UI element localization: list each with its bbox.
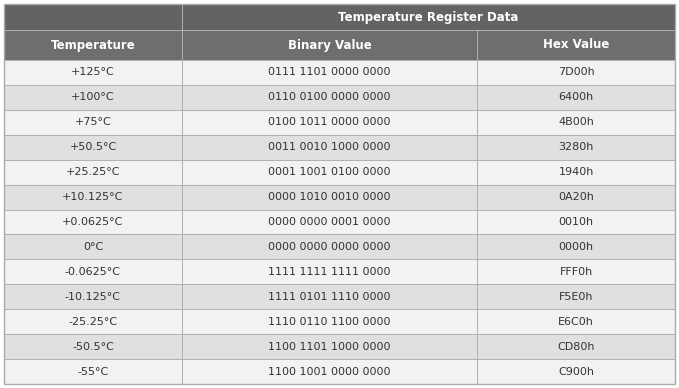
Text: 4B00h: 4B00h — [558, 117, 594, 127]
Text: 1110 0110 1100 0000: 1110 0110 1100 0000 — [268, 317, 390, 327]
Text: 0000 0000 0001 0000: 0000 0000 0001 0000 — [268, 217, 390, 227]
Text: 0000 0000 0000 0000: 0000 0000 0000 0000 — [268, 242, 390, 252]
Bar — [4, 359, 182, 384]
Text: +25.25°C: +25.25°C — [66, 167, 120, 177]
Bar — [182, 85, 477, 110]
Text: 0111 1101 0000 0000: 0111 1101 0000 0000 — [268, 68, 390, 78]
Text: +100°C: +100°C — [71, 92, 115, 102]
Text: Hex Value: Hex Value — [543, 38, 609, 52]
Text: -50.5°C: -50.5°C — [72, 341, 114, 352]
Text: 6400h: 6400h — [558, 92, 593, 102]
Bar — [4, 160, 182, 185]
Bar — [4, 185, 182, 210]
Text: 0011 0010 1000 0000: 0011 0010 1000 0000 — [268, 142, 390, 152]
Bar — [4, 60, 182, 85]
Bar — [477, 185, 675, 210]
Text: 0001 1001 0100 0000: 0001 1001 0100 0000 — [268, 167, 390, 177]
Bar — [477, 359, 675, 384]
Text: Binary Value: Binary Value — [288, 38, 371, 52]
Bar — [477, 110, 675, 135]
Bar — [182, 185, 477, 210]
Bar — [182, 60, 477, 85]
Bar — [182, 284, 477, 309]
Text: E6C0h: E6C0h — [558, 317, 594, 327]
Bar — [4, 284, 182, 309]
Bar — [477, 210, 675, 234]
Text: 1100 1001 0000 0000: 1100 1001 0000 0000 — [268, 367, 390, 376]
Bar — [4, 260, 182, 284]
Bar — [4, 234, 182, 260]
Bar — [477, 234, 675, 260]
Bar — [182, 110, 477, 135]
Text: +125°C: +125°C — [71, 68, 115, 78]
Bar — [182, 160, 477, 185]
Bar — [182, 334, 477, 359]
Text: 1940h: 1940h — [558, 167, 593, 177]
Bar — [4, 210, 182, 234]
Bar — [477, 334, 675, 359]
Bar — [4, 309, 182, 334]
Bar — [477, 309, 675, 334]
Text: -10.125°C: -10.125°C — [65, 292, 121, 302]
Text: +50.5°C: +50.5°C — [69, 142, 117, 152]
Bar — [182, 30, 477, 60]
Bar — [477, 60, 675, 85]
Bar — [182, 4, 675, 30]
Bar — [182, 210, 477, 234]
Text: FFF0h: FFF0h — [559, 267, 593, 277]
Bar — [477, 85, 675, 110]
Text: -0.0625°C: -0.0625°C — [65, 267, 121, 277]
Text: F5E0h: F5E0h — [559, 292, 593, 302]
Text: -55°C: -55°C — [77, 367, 109, 376]
Bar — [182, 260, 477, 284]
Bar — [182, 135, 477, 160]
Bar — [477, 284, 675, 309]
Text: +10.125°C: +10.125°C — [62, 192, 124, 202]
Text: Temperature Register Data: Temperature Register Data — [338, 10, 519, 24]
Text: 0A20h: 0A20h — [558, 192, 594, 202]
Bar — [477, 135, 675, 160]
Bar — [477, 160, 675, 185]
Bar — [182, 234, 477, 260]
Bar — [4, 110, 182, 135]
Text: 1111 1111 1111 0000: 1111 1111 1111 0000 — [268, 267, 390, 277]
Text: 0110 0100 0000 0000: 0110 0100 0000 0000 — [268, 92, 390, 102]
Text: 0000h: 0000h — [558, 242, 593, 252]
Text: +75°C: +75°C — [75, 117, 111, 127]
Text: Temperature: Temperature — [50, 38, 135, 52]
Bar — [182, 309, 477, 334]
Text: CD80h: CD80h — [557, 341, 595, 352]
Bar — [4, 85, 182, 110]
Bar — [4, 30, 182, 60]
Text: 0010h: 0010h — [558, 217, 593, 227]
Text: 3280h: 3280h — [558, 142, 593, 152]
Bar — [4, 135, 182, 160]
Bar — [477, 260, 675, 284]
Text: 0°C: 0°C — [83, 242, 103, 252]
Text: 1100 1101 1000 0000: 1100 1101 1000 0000 — [268, 341, 390, 352]
Bar — [182, 359, 477, 384]
Text: C900h: C900h — [558, 367, 594, 376]
Bar — [477, 30, 675, 60]
Text: 1111 0101 1110 0000: 1111 0101 1110 0000 — [268, 292, 390, 302]
Text: +0.0625°C: +0.0625°C — [62, 217, 124, 227]
Text: 7D00h: 7D00h — [557, 68, 594, 78]
Text: -25.25°C: -25.25°C — [69, 317, 117, 327]
Bar — [4, 4, 182, 30]
Text: 0000 1010 0010 0000: 0000 1010 0010 0000 — [268, 192, 390, 202]
Bar — [4, 334, 182, 359]
Text: 0100 1011 0000 0000: 0100 1011 0000 0000 — [268, 117, 390, 127]
